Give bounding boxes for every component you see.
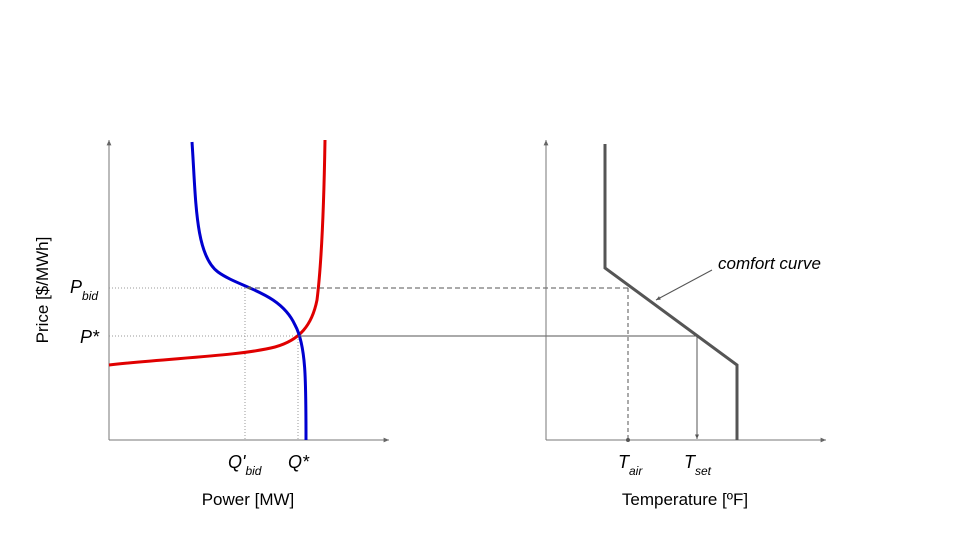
x-axis-label-left: Power [MW] (202, 490, 295, 509)
x-axis-label-right: Temperature [ºF] (622, 490, 748, 509)
y-axis-label: Price [$/MWh] (33, 237, 52, 344)
demand-curve (190, 141, 308, 441)
q-bid-label: Q'bid (228, 452, 262, 478)
right-panel: comfort curve Tair Tset Temperature [ºF] (543, 140, 826, 509)
t-air-label: Tair (618, 452, 643, 478)
annotation-arrow (655, 269, 713, 301)
p-bid-label: Pbid (70, 277, 98, 303)
comfort-curve-annotation: comfort curve (718, 254, 821, 273)
t-set-label: Tset (684, 452, 712, 478)
left-panel: Price [$/MWh] Power [MW] Pbid P* Q'bid Q… (33, 139, 389, 509)
q-star-label: Q* (288, 452, 310, 472)
t-air-marker (626, 438, 630, 442)
supply-curve (108, 139, 327, 367)
comfort-curve (603, 144, 739, 440)
p-star-label: P* (80, 327, 100, 347)
